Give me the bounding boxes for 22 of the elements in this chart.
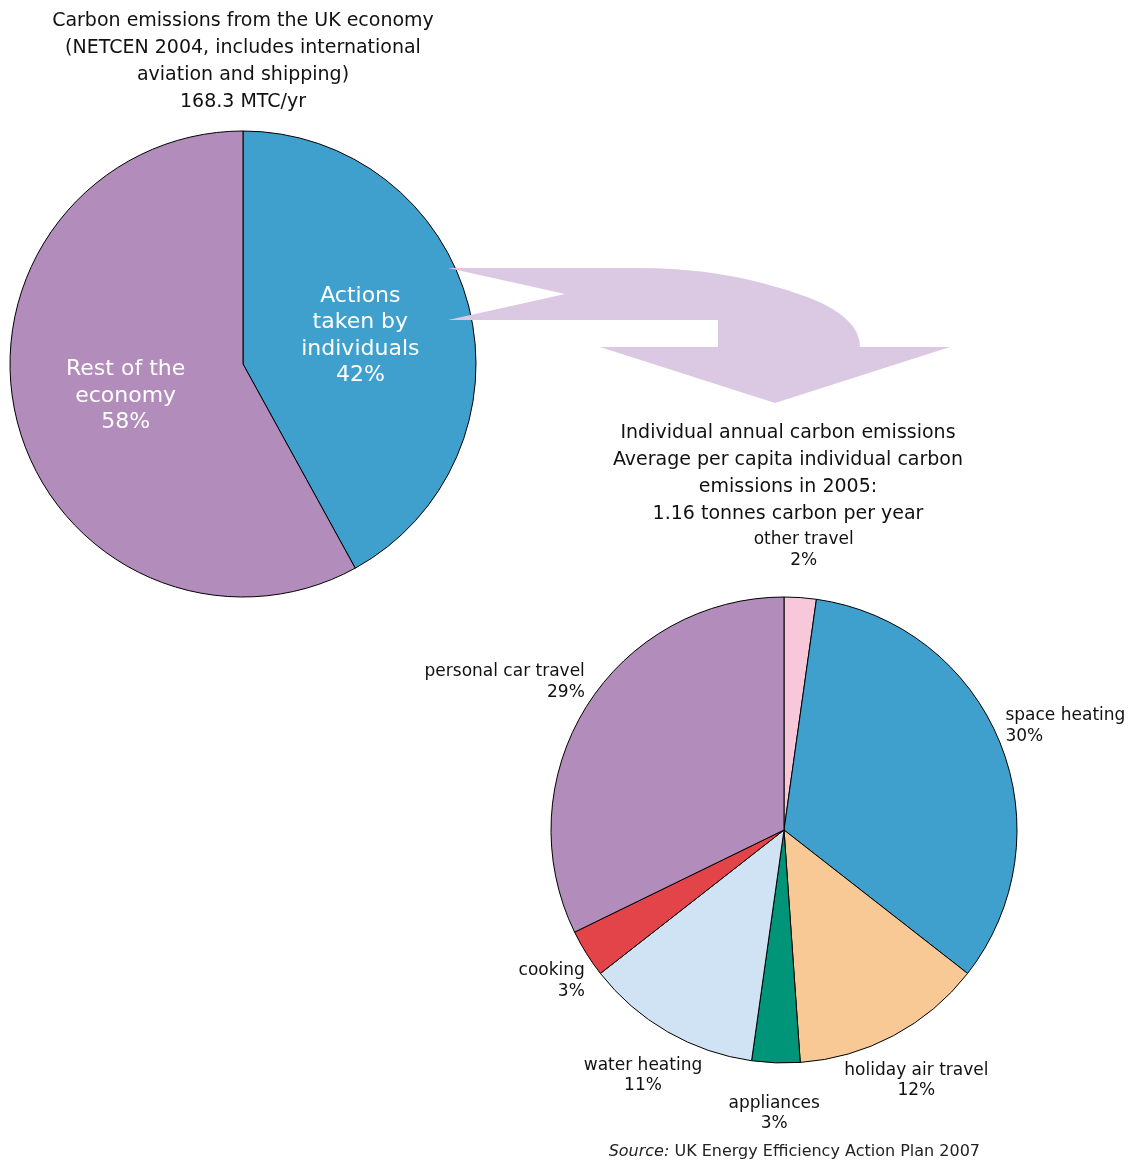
chart-title: Individual annual carbon emissions bbox=[620, 420, 956, 442]
source-note: Source: UK Energy Efficiency Action Plan 2007 bbox=[608, 1141, 980, 1160]
data-label: 12% bbox=[897, 1079, 936, 1100]
data-label: 3% bbox=[557, 979, 585, 1000]
data-label: 30% bbox=[1005, 724, 1044, 745]
data-label: 2% bbox=[790, 548, 818, 569]
data-label: 3% bbox=[760, 1111, 788, 1132]
data-label: 11% bbox=[624, 1074, 662, 1095]
slice-label: appliances bbox=[728, 1091, 820, 1112]
slice-label: holiday air travel bbox=[844, 1058, 989, 1079]
slice-label: space heating bbox=[1005, 704, 1126, 725]
chart-subtitle: Average per capita individual carbon emissions in 2005: 1.16 tonnes carbon per year bbox=[612, 447, 964, 523]
slice-label: Rest of the economy bbox=[66, 355, 186, 407]
data-label: 58% bbox=[101, 408, 151, 434]
slice-label: personal car travel bbox=[424, 660, 585, 681]
slice-label: cooking bbox=[518, 959, 585, 980]
slice-label: other travel bbox=[753, 528, 854, 549]
data-label: 29% bbox=[547, 680, 585, 701]
slice-label: Actions taken by individuals bbox=[301, 281, 420, 360]
slice-label: water heating bbox=[583, 1053, 703, 1074]
data-label: 42% bbox=[335, 361, 385, 387]
chart-title: Carbon emissions from the UK economy (NETCEN 2004, includes international aviation and shipping) 168.3 MTC/yr bbox=[52, 8, 434, 111]
